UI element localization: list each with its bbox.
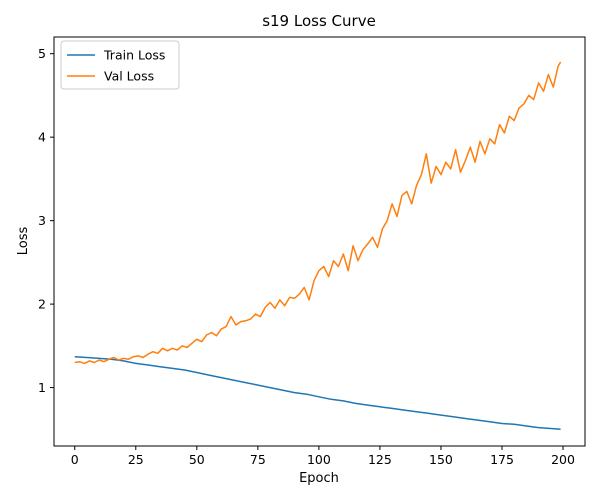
x-tick-label: 175: [490, 452, 514, 467]
plot-background: [54, 37, 585, 446]
plot-frame: [53, 36, 586, 447]
legend: Train Loss Val Loss: [60, 40, 180, 90]
x-tick-label: 125: [368, 452, 392, 467]
y-axis-title: Loss: [16, 227, 31, 256]
x-tick-label: 150: [429, 452, 453, 467]
legend-label-val-loss: Val Loss: [104, 69, 154, 84]
legend-box: [60, 40, 180, 90]
y-tick-label: 2: [38, 297, 46, 312]
chart-title: s19 Loss Curve: [262, 12, 376, 30]
x-tick-label: 200: [551, 452, 575, 467]
x-axis: 0 25 50 75 100 125 150 175 200: [71, 446, 575, 467]
y-tick-label: 1: [38, 380, 46, 395]
x-tick-label: 100: [307, 452, 331, 467]
plot-area: [53, 36, 586, 447]
x-tick-label: 50: [189, 452, 205, 467]
x-tick-label: 25: [128, 452, 144, 467]
y-tick-label: 5: [38, 46, 46, 61]
series-line-val-loss: [74, 61, 562, 365]
legend-label-train-loss: Train Loss: [103, 48, 165, 63]
series-line-train-loss: [74, 355, 561, 431]
x-axis-title: Epoch: [299, 471, 339, 486]
y-axis: 1 2 3 4 5: [38, 46, 54, 395]
x-tick-label: 0: [71, 452, 79, 467]
y-tick-label: 4: [38, 130, 46, 145]
x-tick-label: 75: [250, 452, 266, 467]
y-tick-label: 3: [38, 213, 46, 228]
series-layer: [74, 61, 562, 431]
